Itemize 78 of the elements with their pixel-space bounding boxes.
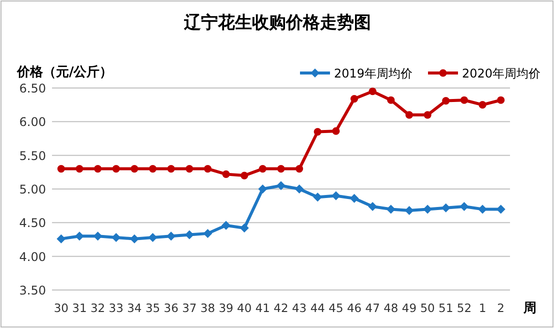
x-tick-label: 31 [72,301,87,315]
point [478,101,486,109]
point [74,232,84,241]
y-tick-label: 6.00 [19,115,46,130]
point [76,165,84,173]
x-tick-label: 47 [365,301,380,315]
point [313,192,322,202]
x-tick-label: 49 [402,301,417,315]
x-tick-label: 34 [127,301,142,315]
x-axis-title: 周 [522,301,536,316]
x-tick-label: 44 [310,301,325,315]
point [350,194,359,203]
chart-title: 辽宁花生收购价格走势图 [183,13,371,33]
x-tick-label: 42 [274,301,288,315]
y-tick-label: 6.50 [19,82,46,96]
y-tick-label: 5.00 [19,182,46,196]
point [240,172,248,180]
x-tick-label: 51 [438,301,454,315]
point [332,127,340,135]
point [258,165,266,173]
y-tick-label: 3.50 [19,284,46,298]
x-tick-label: 37 [182,301,197,315]
x-tick-label: 2 [497,301,505,315]
point [148,165,157,173]
y-tick-label: 4.50 [19,216,46,230]
point [276,181,286,190]
x-tick-label: 33 [108,301,124,315]
y-tick-label: 5.50 [19,148,46,163]
point [441,203,450,212]
point [405,111,414,119]
y-axis-title: 价格（元/公斤） [16,64,113,80]
point [167,165,175,173]
point [460,96,468,104]
point [277,165,285,173]
point [424,111,432,119]
point [240,224,249,233]
x-tick-label: 35 [145,301,160,315]
x-tick-label: 32 [90,301,106,315]
x-tick-label: 46 [346,301,362,315]
x-tick-label: 1 [478,301,486,315]
y-tick-label: 4.00 [19,250,46,264]
point [112,165,120,173]
point [350,94,358,103]
point [386,204,396,214]
point [222,170,230,178]
point [497,96,505,104]
point [130,165,138,173]
legend-label: 2020年周均价 [462,66,541,80]
x-tick-label: 48 [384,301,398,315]
point [94,165,102,173]
x-tick-label: 38 [200,301,216,315]
point [460,202,469,212]
point [387,96,395,104]
point [166,232,176,241]
x-tick-label: 36 [164,301,178,315]
point [56,234,66,244]
x-tick-label: 50 [420,301,435,315]
legend-label: 2019年周均价 [334,66,413,80]
x-tick-label: 30 [54,301,68,315]
point [296,165,304,173]
point [442,96,450,105]
point [148,232,158,242]
point [258,184,268,194]
point [222,220,231,230]
point [404,206,414,216]
x-tick-label: 43 [292,301,307,315]
point [368,88,376,96]
x-tick-label: 45 [328,301,344,315]
point [294,184,304,194]
point [186,165,194,173]
x-tick-label: 52 [456,301,472,315]
point [314,128,322,136]
point [204,165,212,173]
x-tick-label: 40 [237,301,252,315]
x-tick-label: 41 [255,301,270,315]
x-tick-label: 39 [218,301,234,315]
point [203,228,212,238]
point [57,165,65,173]
